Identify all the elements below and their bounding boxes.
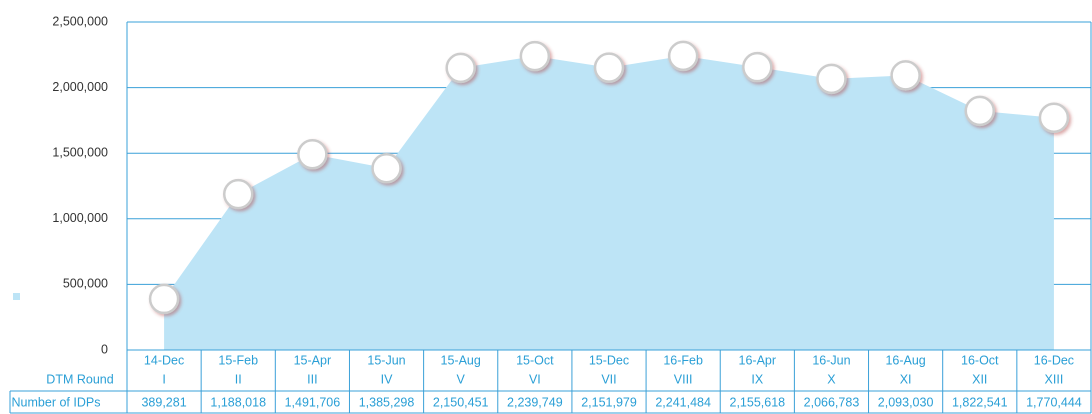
value-label: 2,239,749 [507,395,563,409]
round-label: XI [900,372,912,386]
y-tick-label: 2,000,000 [52,80,108,94]
x-axis-label: DTM Round [46,372,113,386]
x-tick-label: 16-Jun [812,353,850,367]
x-tick-label: 16-Aug [885,353,925,367]
round-label: I [162,372,165,386]
marker [148,283,180,315]
x-tick-label: 15-Aug [441,353,481,367]
value-label: 1,822,541 [952,395,1008,409]
round-label: V [457,372,466,386]
round-label: XIII [1045,372,1064,386]
marker [964,95,996,127]
marker [742,51,773,83]
legend-key [13,293,20,300]
x-tick-label: 15-Apr [294,353,332,367]
marker [890,60,921,91]
x-tick-label: 16-Apr [739,353,777,367]
x-tick-label: 15-Oct [516,353,554,367]
x-tick-label: 15-Jun [367,353,405,367]
round-label: IX [751,372,763,386]
value-label: 1,385,298 [359,395,415,409]
round-label: II [235,372,242,386]
value-label: 1,491,706 [285,395,341,409]
round-label: IV [381,372,393,386]
value-label: 389,281 [141,395,186,409]
y-tick-label: 2,500,000 [52,14,108,28]
value-label: 2,093,030 [878,395,934,409]
round-label: X [827,372,836,386]
x-tick-label: 16-Dec [1034,353,1074,367]
marker [222,178,254,210]
row-label: Number of IDPs [12,395,101,409]
x-tick-label: 14-Dec [144,353,184,367]
area [164,55,1054,350]
marker [667,40,699,72]
marker [816,63,847,95]
round-label: VIII [674,372,693,386]
value-label: 2,151,979 [581,395,637,409]
value-label: 1,770,444 [1026,395,1082,409]
marker [1038,102,1070,133]
value-label: 1,188,018 [210,395,266,409]
round-label: III [307,372,317,386]
y-tick-label: 1,000,000 [52,211,108,225]
marker [519,40,551,72]
marker [297,139,328,170]
marker [371,152,402,184]
value-label: 2,155,618 [730,395,786,409]
marker [445,52,476,84]
x-tick-label: 16-Feb [663,353,703,367]
x-tick-label: 16-Oct [961,353,999,367]
round-label: VII [601,372,616,386]
round-label: XII [972,372,987,386]
value-label: 2,066,783 [804,395,860,409]
value-label: 2,241,484 [655,395,711,409]
marker [593,52,625,83]
value-label: 2,150,451 [433,395,489,409]
y-tick-label: 500,000 [63,277,108,291]
round-label: VI [529,372,541,386]
x-tick-label: 15-Feb [218,353,258,367]
y-tick-label: 0 [101,342,108,356]
x-tick-label: 15-Dec [589,353,629,367]
y-tick-label: 1,500,000 [52,145,108,159]
